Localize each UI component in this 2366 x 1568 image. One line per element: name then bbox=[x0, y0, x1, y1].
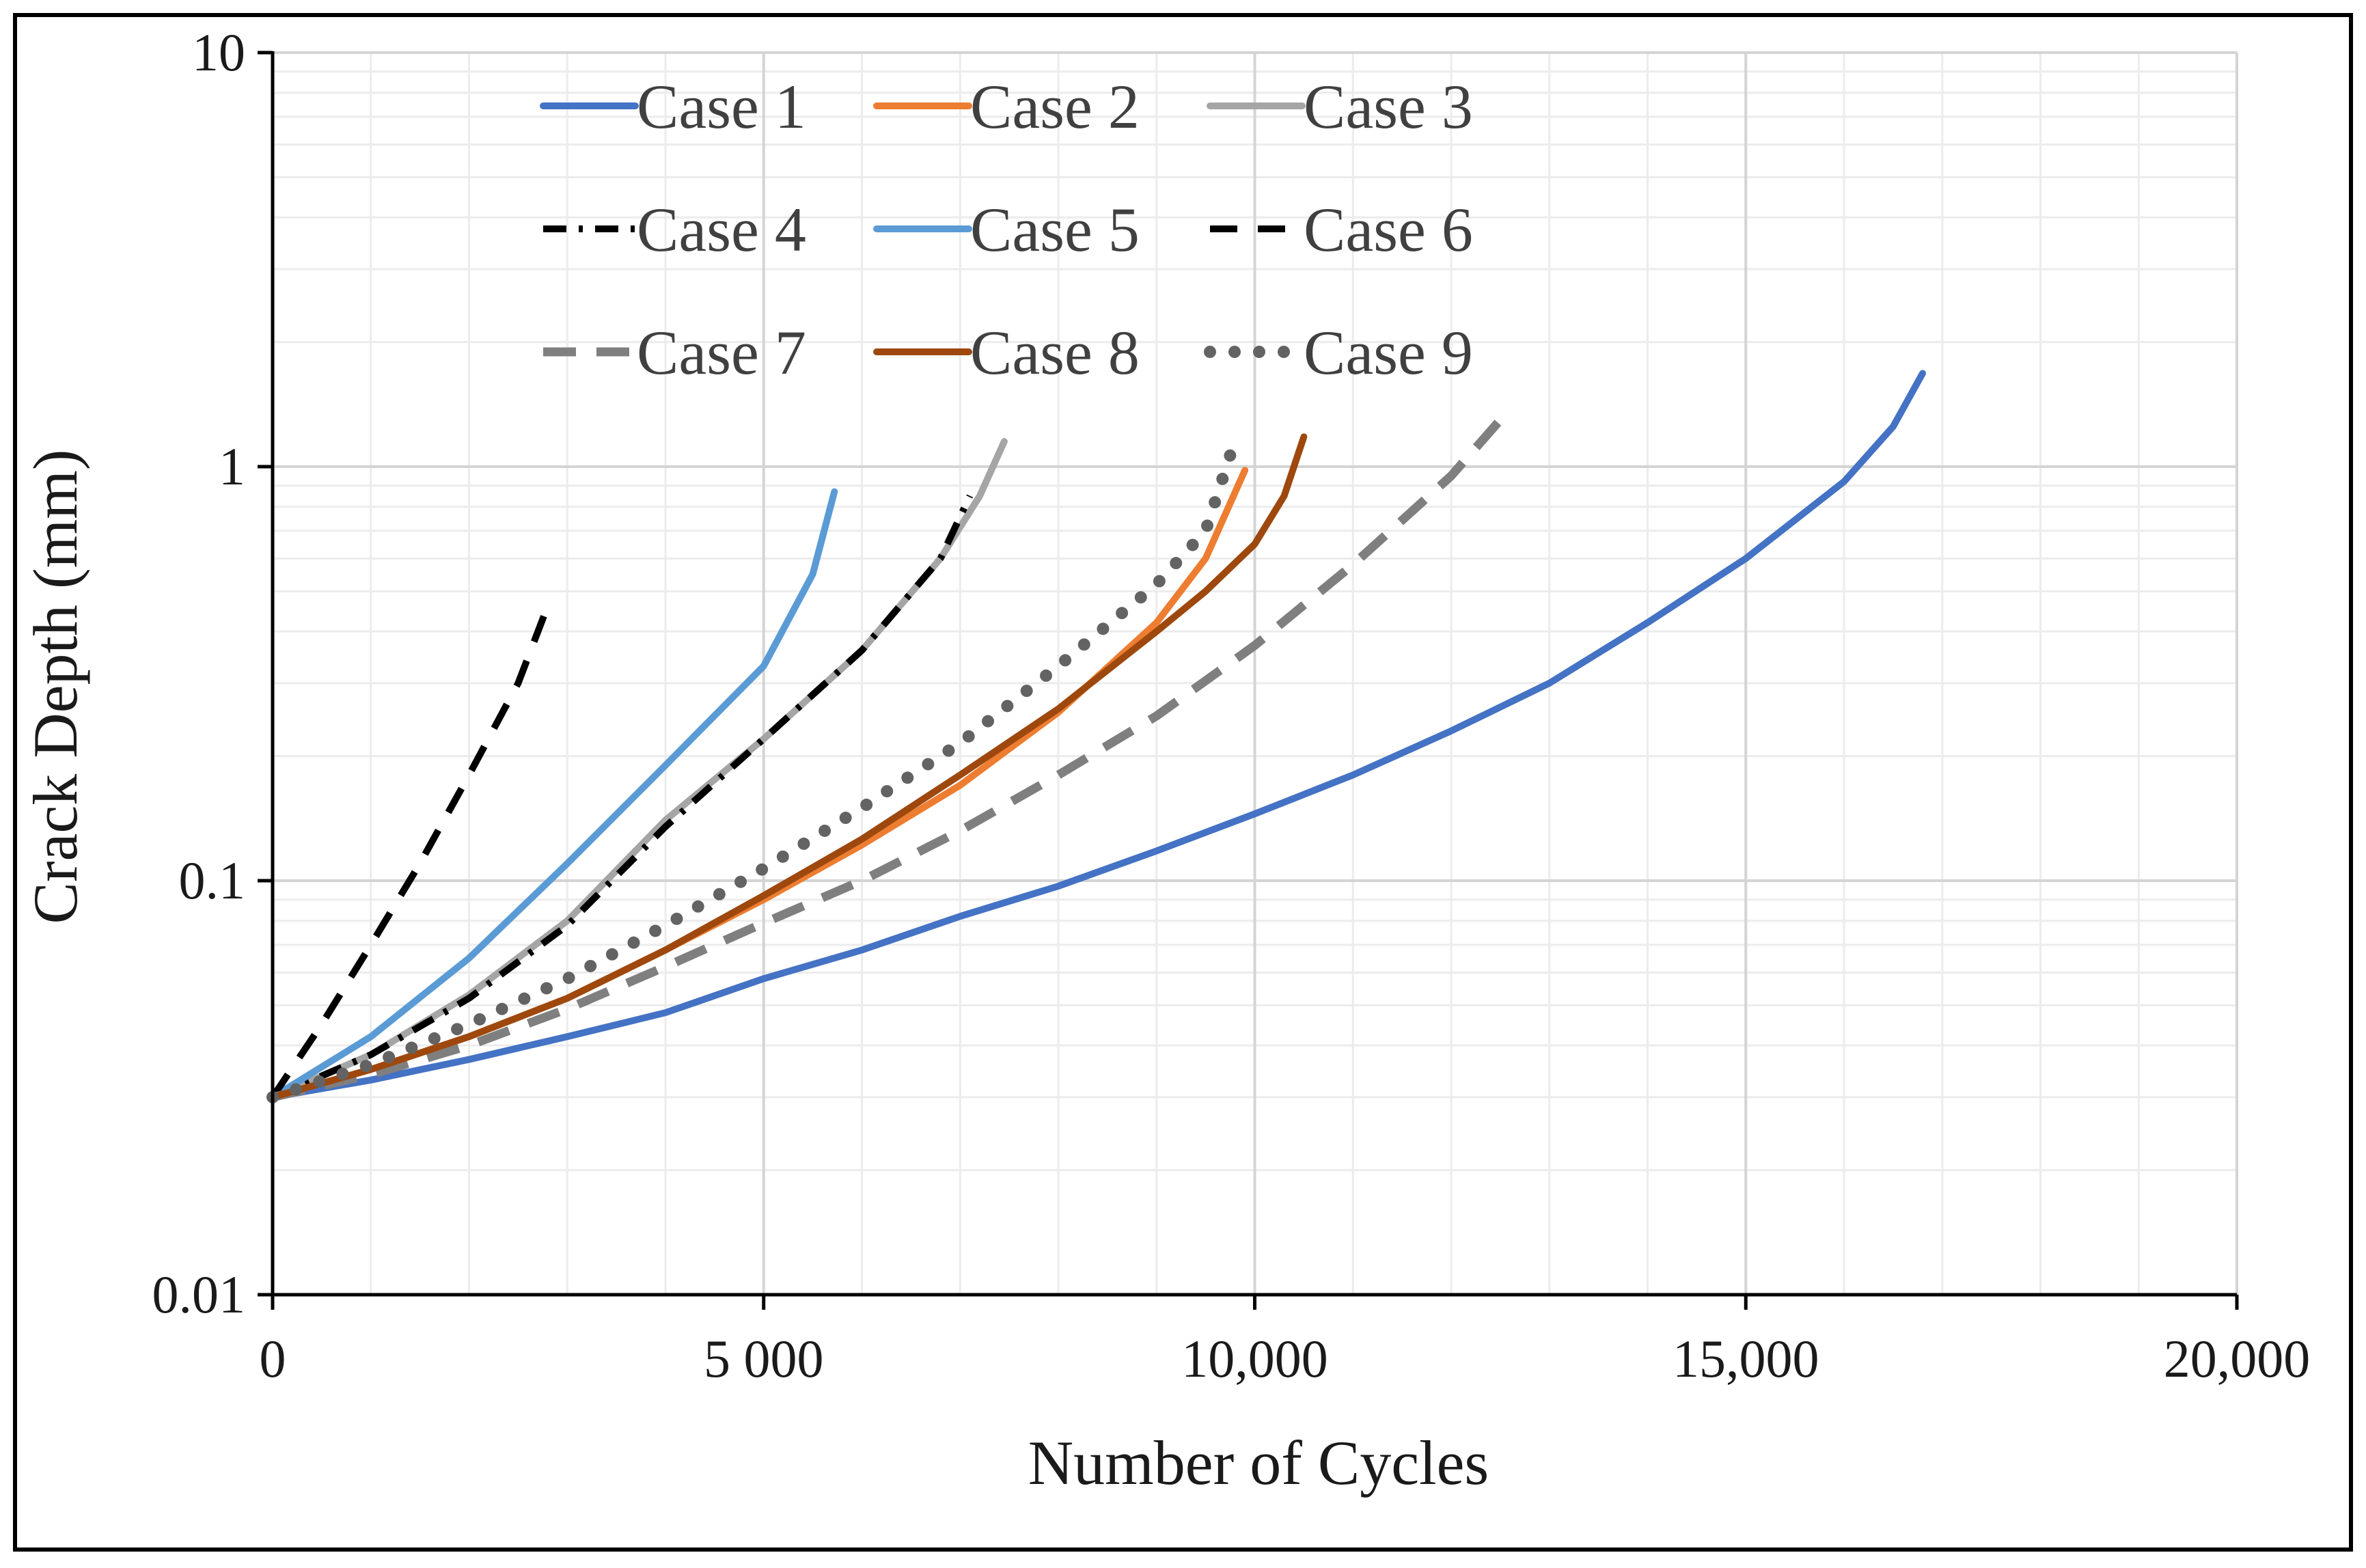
legend-label-case-4: Case 4 bbox=[637, 195, 806, 264]
legend-label-case-5: Case 5 bbox=[970, 195, 1140, 264]
legend: Case 1 Case 2 Case 3 Case 4 Case 5 Case 6 Case… bbox=[540, 72, 1473, 387]
y-tick-label: 10 bbox=[192, 23, 245, 82]
x-tick-label: 10,000 bbox=[1181, 1329, 1328, 1388]
legend-label-case-7: Case 7 bbox=[637, 318, 806, 387]
legend-label-case-1: Case 1 bbox=[637, 72, 806, 141]
y-tick-label: 0.01 bbox=[152, 1265, 246, 1324]
legend-label-case-9: Case 9 bbox=[1304, 318, 1473, 387]
legend-label-case-6: Case 6 bbox=[1304, 195, 1473, 264]
x-tick-label: 15,000 bbox=[1673, 1329, 1819, 1388]
x-axis-title: Number of Cycles bbox=[1028, 1428, 1489, 1498]
x-tick-label: 5 000 bbox=[704, 1329, 824, 1388]
x-tick-label: 20,000 bbox=[2164, 1329, 2311, 1388]
legend-label-case-2: Case 2 bbox=[970, 72, 1140, 141]
series-line-case-6 bbox=[269, 605, 551, 1099]
series-line-case-7 bbox=[271, 405, 1514, 1102]
figure-border bbox=[13, 13, 2353, 1552]
y-tick-label: 1 bbox=[219, 437, 245, 496]
series-line-case-1 bbox=[269, 370, 1926, 1101]
tick-labels: 0 5 000 10,000 15,000 20,000 0.01 0.1 1 10 bbox=[152, 23, 2311, 1388]
major-gridlines bbox=[273, 51, 2238, 1295]
x-tick-label: 0 bbox=[260, 1329, 286, 1388]
series-line-case-5 bbox=[269, 488, 838, 1101]
y-axis-title: Crack Depth (mm) bbox=[20, 450, 90, 924]
y-tick-label: 0.1 bbox=[179, 851, 246, 910]
axes bbox=[258, 51, 2239, 1310]
legend-label-case-3: Case 3 bbox=[1304, 72, 1473, 141]
series-lines bbox=[266, 370, 1926, 1103]
series-line-case-4 bbox=[271, 494, 974, 1101]
series-line-case-9 bbox=[266, 433, 1241, 1103]
series-line-case-8 bbox=[269, 433, 1308, 1101]
legend-label-case-8: Case 8 bbox=[970, 318, 1140, 387]
